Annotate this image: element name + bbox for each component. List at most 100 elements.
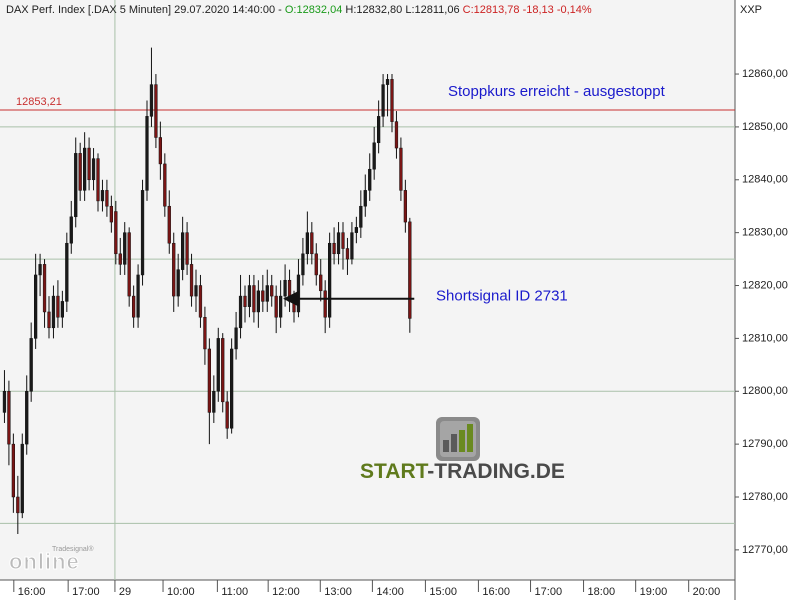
- x-tick-label: 15:00: [429, 586, 457, 598]
- candle-body: [385, 79, 390, 85]
- candle-body: [252, 285, 256, 313]
- header-instrument: DAX Perf. Index [.DAX 5 Minuten] 29.07.2…: [6, 4, 282, 16]
- candle-body: [158, 137, 162, 165]
- candle-body: [323, 290, 327, 318]
- candle-body: [279, 295, 283, 318]
- candle-body: [118, 253, 122, 265]
- candle-body: [345, 248, 350, 260]
- x-tick-label: 17:00: [72, 586, 100, 598]
- header-high-low: H:12832,80 L:12811,06: [345, 4, 459, 16]
- candle-body: [185, 232, 189, 265]
- y-tick-label: 12780,00: [742, 491, 788, 503]
- candle-body: [65, 242, 69, 302]
- candle-body: [390, 79, 394, 122]
- candle-body: [189, 264, 194, 297]
- brand-part2: -TRADING.DE: [427, 460, 565, 483]
- candle-body: [51, 295, 56, 329]
- candle-body: [234, 327, 238, 350]
- candle-body: [399, 147, 403, 191]
- y-tick-label: 12860,00: [742, 68, 788, 80]
- candle-body: [167, 205, 171, 244]
- candle-body: [60, 301, 64, 318]
- candle-body: [91, 158, 96, 181]
- candle-body: [394, 121, 399, 149]
- y-tick-label: 12840,00: [742, 174, 788, 186]
- candle-body: [350, 232, 354, 260]
- brand-part1: START: [360, 460, 429, 483]
- candle-body: [354, 227, 358, 233]
- candle-body: [363, 190, 367, 207]
- x-tick-label: 11:00: [221, 586, 248, 598]
- y-tick-label: 12790,00: [742, 438, 788, 450]
- candle-body: [359, 205, 363, 228]
- candle-body: [261, 290, 265, 302]
- candle-body: [123, 232, 127, 265]
- candle-body: [296, 274, 301, 313]
- candle-body: [256, 290, 260, 313]
- candle-body: [305, 232, 309, 255]
- y-tick-label: 12850,00: [742, 121, 788, 133]
- candle-body: [83, 147, 87, 191]
- candle-body: [341, 232, 345, 249]
- header: DAX Perf. Index [.DAX 5 Minuten] 29.07.2…: [6, 4, 592, 16]
- watermark-small: Tradesignal®: [52, 545, 94, 553]
- candle-body: [372, 142, 376, 170]
- candle-body: [176, 269, 180, 297]
- x-tick-label: 29: [119, 586, 131, 598]
- candle-body: [105, 190, 109, 207]
- candle-body: [114, 211, 118, 255]
- x-tick-label: 16:00: [18, 586, 46, 598]
- candle-body: [7, 391, 11, 445]
- x-tick-label: 17:00: [535, 586, 563, 598]
- candle-body: [2, 391, 7, 413]
- candle-body: [310, 232, 314, 255]
- signal-annotation: Shortsignal ID 2731: [436, 288, 568, 305]
- candle-body: [377, 116, 381, 144]
- x-tick-label: 16:00: [482, 586, 510, 598]
- symbol: XXP: [740, 4, 762, 16]
- candle-body: [274, 295, 278, 318]
- candle-body: [87, 147, 91, 181]
- candle-body: [319, 274, 323, 292]
- candle-body: [154, 84, 158, 138]
- candle-body: [149, 84, 154, 117]
- candle-body: [34, 274, 38, 339]
- candle-body: [198, 285, 203, 318]
- y-tick-label: 12830,00: [742, 227, 788, 239]
- candle-body: [381, 84, 385, 117]
- y-tick-label: 12800,00: [742, 385, 788, 397]
- x-tick-label: 13:00: [324, 586, 352, 598]
- candle-body: [225, 401, 229, 429]
- candle-body: [132, 295, 136, 318]
- candle-body: [140, 190, 145, 276]
- brand-logo: [436, 417, 480, 461]
- candle-body: [403, 190, 407, 223]
- candle-body: [212, 391, 216, 413]
- candle-body: [25, 391, 29, 445]
- candle-body: [172, 242, 176, 297]
- candle-body: [29, 338, 33, 392]
- x-tick-label: 18:00: [588, 586, 616, 598]
- x-tick-label: 19:00: [640, 586, 668, 598]
- candle-body: [136, 274, 140, 318]
- candle-body: [181, 232, 185, 270]
- header-open: O:12832,04: [285, 4, 343, 16]
- candle-body: [368, 168, 372, 191]
- candle-body: [42, 264, 47, 313]
- candle-body: [207, 348, 211, 413]
- candle-body: [243, 295, 247, 307]
- candle-body: [127, 232, 131, 297]
- candle-body: [292, 301, 296, 313]
- candle-body: [145, 116, 149, 191]
- candle-body: [100, 190, 105, 202]
- candle-body: [314, 253, 318, 276]
- candle-body: [216, 338, 220, 392]
- candle-body: [56, 295, 60, 318]
- x-tick-label: 12:00: [272, 586, 300, 598]
- stop-line-label: 12853,21: [16, 96, 62, 108]
- candle-body: [69, 216, 73, 244]
- candle-body: [109, 205, 113, 223]
- candle-body: [11, 443, 15, 498]
